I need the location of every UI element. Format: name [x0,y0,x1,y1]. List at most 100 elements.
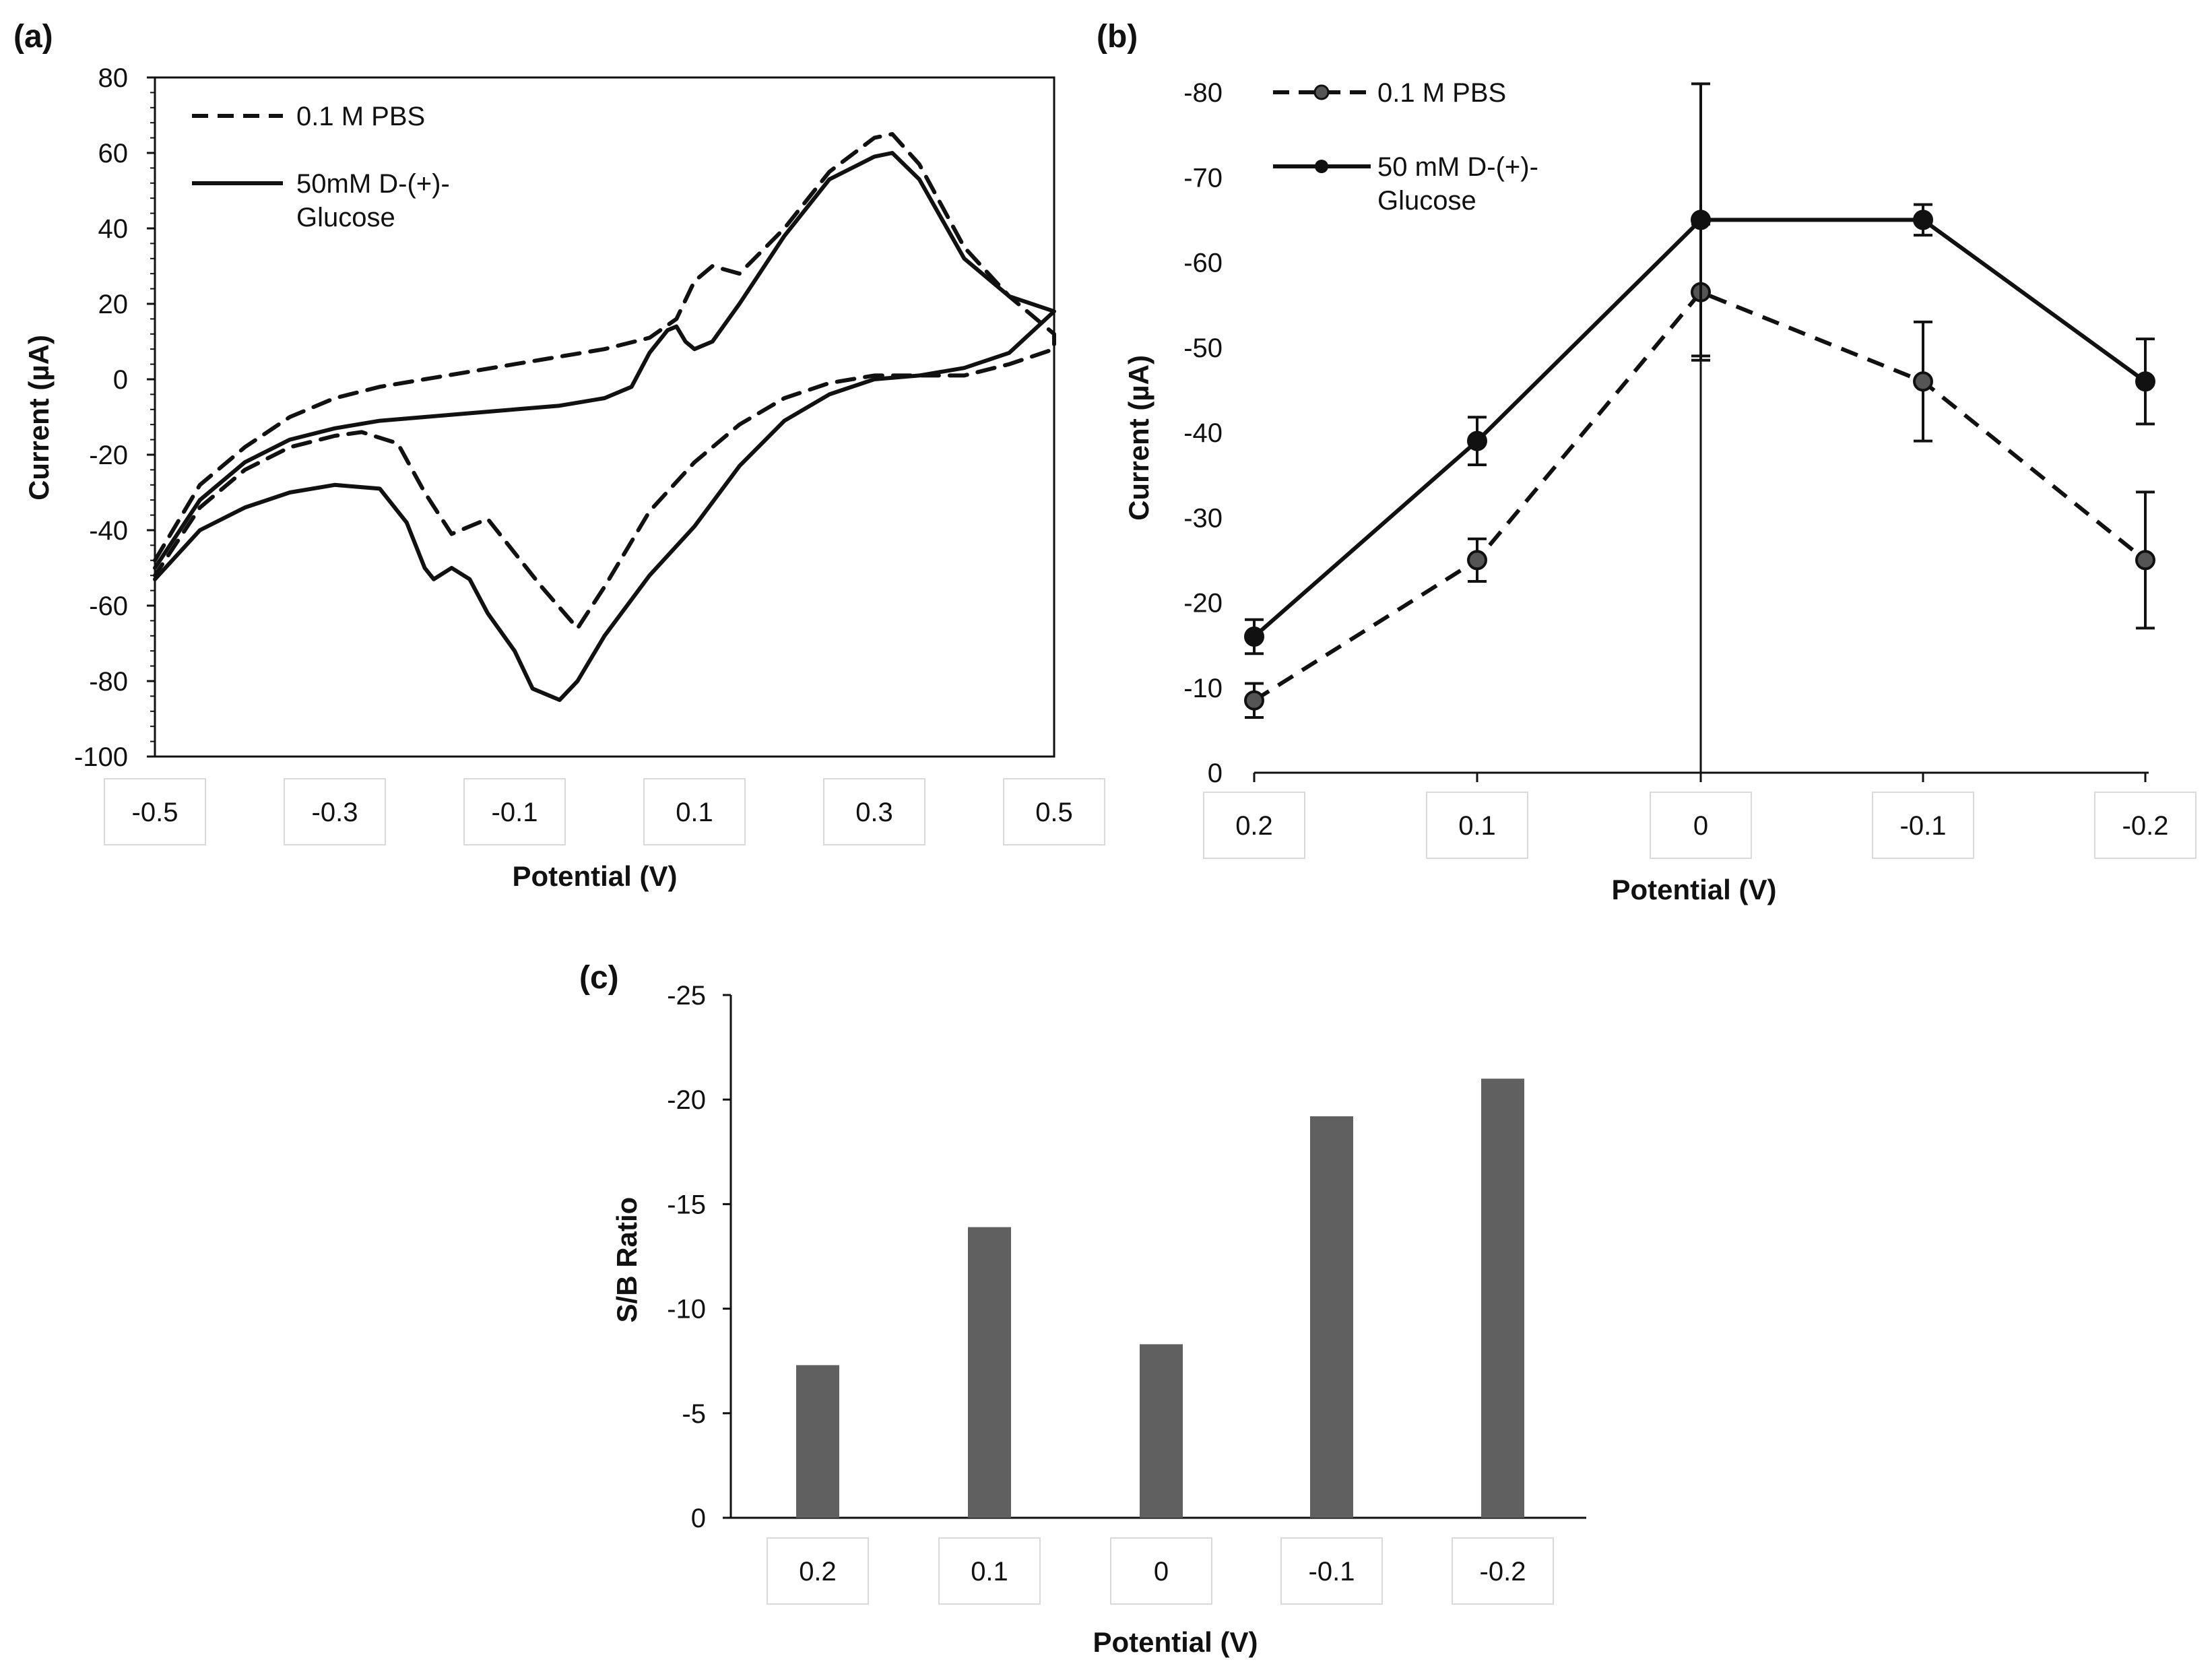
panel-a-x-tick-label: 0.3 [855,798,893,827]
panel-c-label: (c) [579,960,619,996]
panel-b-x-axis-title: Potential (V) [1611,874,1776,905]
panel-a-y-axis-title: Current (µA) [23,335,55,501]
panel-b-legend-pbs-marker [1313,84,1330,100]
panel-c-x-tick-label-box [1280,1537,1383,1605]
panel-c-bar-0.1 [968,1227,1011,1518]
panel-b-x-tick-label-box [1203,792,1305,859]
panel-a-x-tick-label-box [104,778,206,845]
panel-b-y-tick-label: 0 [1208,759,1223,788]
panel-a-series-pbs-line [153,132,1056,631]
panel-b-x-tick-label-box [2094,792,2197,859]
panel-c: (c) -25 -20 -15 -10 -5 0 0.2 0.1 0 -0.1 -0.2 S/B … [579,960,1586,1658]
panel-b-y-axis-title: Current (µA) [1123,355,1154,521]
panel-c-y-tick-label: -5 [682,1399,706,1429]
panel-c-x-tick-labels: 0.2 0.1 0 -0.1 -0.2 [767,1537,1554,1605]
panel-b-x-tick-label: -0.1 [1900,811,1947,841]
panel-b-glucose-point [1913,210,1933,230]
panel-a-y-tick-label: -80 [89,667,128,697]
panel-c-y-axis-title: S/B Ratio [611,1197,643,1323]
panel-b-x-tick-label-box [1872,792,1974,859]
panel-b-x-tick-label: 0.2 [1235,811,1273,841]
panel-b-series [1244,82,2155,719]
panel-c-y-tick-label: 0 [691,1504,706,1533]
panel-c-bar-0 [1140,1344,1183,1518]
panel-c-y-tick-label: -15 [667,1190,706,1219]
panel-b-legend-glucose-marker [1315,160,1328,173]
panel-b-pbs-point [1244,690,1264,711]
panel-b-x-tick-label-box [1650,792,1752,859]
panel-b-x-tick-label: -0.2 [2122,811,2169,841]
panel-a-x-tick-label: -0.5 [132,798,178,827]
panel-a-x-tick-labels: -0.5 -0.3 -0.1 0.1 0.3 0.5 [104,778,1105,845]
panel-b-y-tick-label: -10 [1183,674,1223,703]
panel-c-y-tick-label: -10 [667,1295,706,1324]
panel-c-x-tick-label: -0.1 [1309,1557,1355,1587]
panel-c-x-tick-label: 0.1 [971,1557,1008,1587]
panel-c-x-tick-label-box [1110,1537,1212,1605]
panel-b-glucose-point [1467,430,1487,451]
panel-c-x-tick-label: 0 [1154,1557,1169,1587]
panel-b-x-tick-label: 0.1 [1458,811,1496,841]
panel-a-legend-pbs-label: 0.1 M PBS [296,102,425,131]
panel-a-x-tick-label-box [823,778,925,845]
panel-a-legend-glucose-line2: Glucose [296,203,395,232]
panel-a-x-axis-title: Potential (V) [512,860,677,892]
panel-a-x-tick-label-box [643,778,746,845]
panel-a-y-tick-label: 60 [98,139,129,168]
panel-a-legend-glucose-label: 50mM D-(+)- Glucose [296,169,450,232]
panel-a-y-tick-label: -100 [74,742,128,772]
panel-c-x-tick-label-box [767,1537,869,1605]
panel-c-x-tick-label: 0.2 [799,1557,837,1587]
panel-b-y-tick-label: -80 [1183,78,1223,108]
panel-c-bar-0.2 [796,1365,839,1518]
panel-c-y-tick-labels: -25 -20 -15 -10 -5 0 [667,981,731,1533]
panel-b-glucose-point [1244,627,1264,647]
panel-b-y-tick-labels: -80 -70 -60 -50 -40 -30 -20 -10 0 [1183,78,1223,788]
panel-c-x-axis-title: Potential (V) [1093,1626,1258,1658]
panel-b-legend-glucose-line1: 50 mM D-(+)- [1377,152,1538,182]
panel-b-y-tick-label: -20 [1183,589,1223,618]
panel-b-pbs-point [1467,550,1487,571]
panel-b-legend-glucose-label: 50 mM D-(+)- Glucose [1377,152,1538,216]
panel-a-legend-glucose-line1: 50mM D-(+)- [296,169,450,199]
panel-a-y-tick-label: 80 [98,63,129,93]
panel-a-x-tick-label-box [1003,778,1105,845]
panel-a-x-tick-label: -0.3 [312,798,358,827]
panel-c-bar--0.2 [1481,1079,1524,1518]
panel-a-legend: 0.1 M PBS 50mM D-(+)- Glucose [192,102,450,232]
panel-a-y-tick-label: 0 [113,365,128,395]
panel-a-y-tick-label: -60 [89,591,128,621]
panel-a-series [153,132,1056,702]
panel-b: (b) -80 -70 -60 -50 -40 -30 -20 -10 0 0.2 0.1 0 -0.… [1097,19,2197,905]
panel-b-y-tick-label: -60 [1183,249,1223,278]
panel-b-x-tick-label: 0 [1693,811,1708,841]
panel-a-y-tick-label: 20 [98,290,129,319]
panel-b-x-tick-labels: 0.2 0.1 0 -0.1 -0.2 [1203,773,2197,859]
panel-b-y-tick-label: -70 [1183,163,1223,193]
panel-b-legend: 0.1 M PBS 50 mM D-(+)- Glucose [1273,78,1538,216]
panel-b-pbs-point [1913,371,1933,392]
panel-a-y-tick-label: -40 [89,516,128,546]
panel-c-bars [796,1079,1524,1518]
panel-c-x-tick-label-box [938,1537,1041,1605]
panel-b-series-pbs-line [1253,290,2147,703]
panel-b-y-tick-label: -30 [1183,503,1223,533]
panel-a-series-glucose-line [153,151,1056,702]
panel-c-y-tick-label: -25 [667,981,706,1011]
panel-a-y-tick-label: -20 [89,441,128,470]
panel-c-y-tick-label: -20 [667,1085,706,1115]
panel-b-pbs-point [2135,550,2155,571]
panel-a-x-tick-label: -0.1 [492,798,538,827]
panel-a-x-tick-label-box [284,778,386,845]
panel-b-y-tick-label: -50 [1183,333,1223,363]
panel-b-glucose-point [2135,371,2155,392]
panel-c-x-tick-label: -0.2 [1480,1557,1526,1587]
panel-a-plot-frame [154,76,1055,758]
panel-b-label: (b) [1097,19,1138,55]
panel-a-x-tick-label: 0.5 [1035,798,1073,827]
panel-b-legend-glucose-line2: Glucose [1377,186,1476,216]
panel-a-y-tick-labels: 80 60 40 20 0 -20 -40 -60 -80 -100 [74,63,155,772]
panel-b-legend-pbs-label: 0.1 M PBS [1377,78,1506,108]
panel-b-glucose-point [1691,210,1711,230]
